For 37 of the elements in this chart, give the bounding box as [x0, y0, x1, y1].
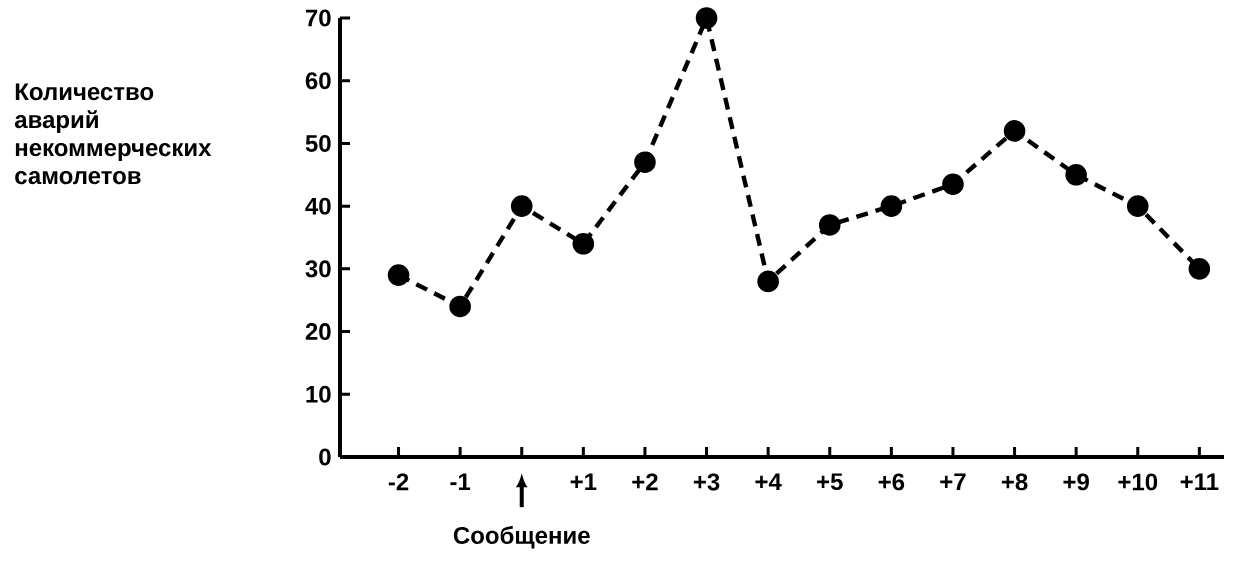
y-tick-label: 10 — [306, 385, 331, 403]
y-tick-label: 60 — [305, 72, 331, 90]
x-tick-label: +2 — [632, 473, 658, 491]
point — [387, 264, 410, 286]
point — [1065, 163, 1087, 186]
x-tick-label: +6 — [878, 473, 905, 491]
point — [510, 195, 533, 217]
x-tick-label: +9 — [1063, 473, 1089, 491]
point — [572, 232, 595, 255]
point — [634, 151, 656, 174]
y-tick-label: 20 — [305, 323, 331, 341]
point — [1003, 120, 1026, 142]
point — [449, 295, 471, 318]
y-tick-label: 30 — [305, 260, 331, 278]
x-tick-label: +5 — [817, 473, 843, 491]
x-tick-label: +1 — [570, 473, 597, 490]
y-axis-title: Количество аварий некоммерческих самолетов — [14, 83, 212, 185]
point — [880, 195, 903, 217]
y-tick-label: 40 — [305, 197, 331, 215]
point — [695, 7, 718, 29]
x-tick-label: -2 — [388, 473, 409, 491]
point — [1188, 258, 1211, 280]
x-tick-label: +11 — [1180, 473, 1219, 490]
point — [818, 214, 841, 236]
x-tick-label: +8 — [1001, 473, 1028, 491]
y-tick-label: 0 — [319, 448, 331, 466]
x-tick-label: +10 — [1118, 473, 1158, 491]
text: Сообщение — [453, 526, 590, 549]
point — [1126, 195, 1149, 217]
x-tick-label: +7 — [940, 473, 966, 490]
point — [757, 270, 779, 293]
x-tick-label: +4 — [755, 473, 782, 490]
x-tick-label: -1 — [450, 473, 471, 490]
y-tick-label: 70 — [305, 9, 331, 27]
y-tick-label: 50 — [305, 134, 331, 152]
point — [942, 173, 964, 195]
x-tick-label: +3 — [693, 473, 720, 491]
